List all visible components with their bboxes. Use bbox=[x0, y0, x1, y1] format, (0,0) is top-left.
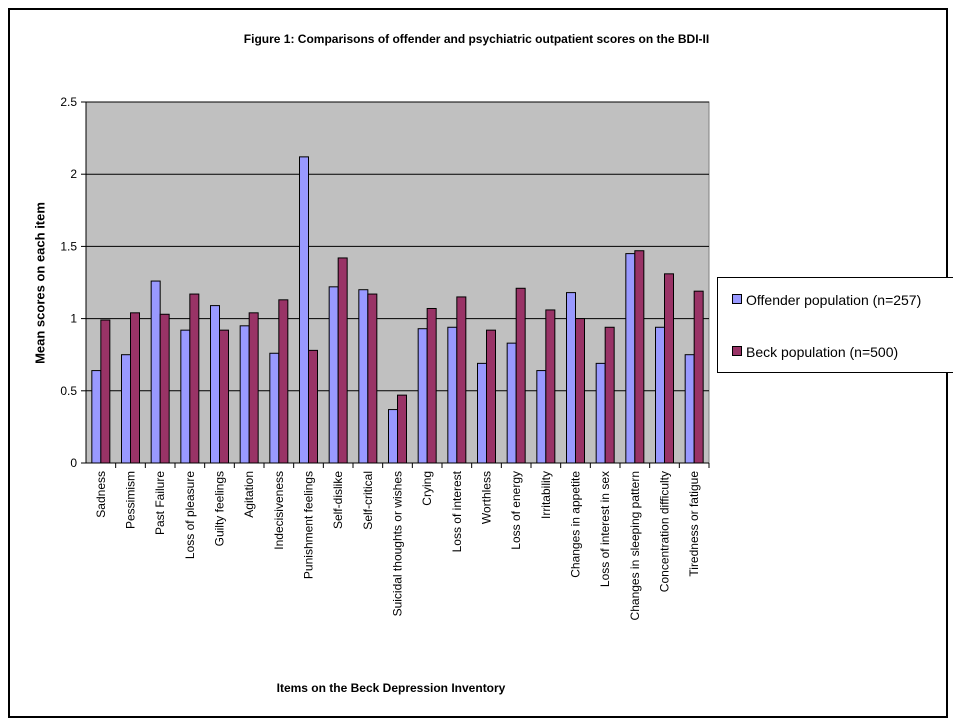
x-tick-label: Changes in appetite bbox=[569, 471, 583, 578]
bar-beck bbox=[219, 329, 229, 464]
x-tick-label: Tiredness or fatigue bbox=[687, 471, 701, 577]
x-tick-label: Punishment feelings bbox=[302, 471, 316, 579]
y-tick-label: 2.5 bbox=[60, 95, 77, 109]
bar-offender bbox=[684, 354, 695, 464]
bar-offender bbox=[417, 328, 428, 464]
bar-beck bbox=[248, 312, 259, 464]
chart-title: Figure 1: Comparisons of offender and ps… bbox=[243, 32, 710, 46]
bar-offender bbox=[477, 362, 487, 464]
bar-offender bbox=[625, 253, 636, 464]
bar-beck bbox=[456, 296, 467, 464]
y-tick-label: 0.5 bbox=[60, 384, 77, 398]
bars bbox=[91, 156, 704, 464]
bar-offender bbox=[655, 326, 665, 464]
bar-offender bbox=[595, 362, 606, 464]
bar-beck bbox=[545, 309, 556, 464]
x-tick-label: Loss of interest bbox=[450, 470, 464, 552]
bar-beck bbox=[426, 307, 437, 464]
x-tick-label: Agitation bbox=[242, 471, 256, 518]
x-tick-label: Guilty feelings bbox=[213, 471, 227, 546]
bar-beck bbox=[308, 349, 318, 464]
bar-offender bbox=[150, 280, 161, 464]
bar-beck bbox=[337, 257, 348, 464]
y-axis-label: Mean scores on each item bbox=[32, 202, 48, 364]
bar-beck bbox=[693, 290, 704, 464]
y-tick-label: 2 bbox=[70, 167, 77, 181]
bar-beck bbox=[367, 293, 378, 464]
x-tick-label: Self-critical bbox=[361, 471, 375, 530]
bar-beck bbox=[604, 326, 615, 464]
y-tick-label: 1.5 bbox=[60, 239, 77, 253]
legend: Offender population (n=257) Beck populat… bbox=[717, 277, 953, 373]
bar-beck bbox=[515, 287, 526, 464]
bar-offender bbox=[328, 286, 339, 464]
x-tick-label: Changes in sleeping pattern bbox=[628, 471, 642, 620]
x-tick-label: Self-dislike bbox=[331, 471, 345, 529]
bar-offender bbox=[239, 325, 250, 464]
x-tick-label: Sadness bbox=[94, 471, 108, 518]
bar-beck bbox=[189, 293, 200, 464]
bar-offender bbox=[447, 326, 458, 464]
bar-beck bbox=[159, 313, 170, 464]
bar-offender bbox=[269, 352, 280, 464]
bar-beck bbox=[486, 329, 496, 464]
bar-offender bbox=[299, 156, 309, 464]
x-tick-labels: Sadness Pessimism Past Failure Loss of plea… bbox=[94, 470, 701, 620]
bar-offender bbox=[121, 354, 131, 464]
legend-swatch-beck bbox=[732, 346, 742, 356]
x-tick-label: Concentration difficulty bbox=[658, 471, 672, 592]
bar-offender bbox=[536, 370, 547, 464]
x-tick-label: Suicidal thoughts or wishes bbox=[391, 471, 405, 616]
x-tick-label: Pessimism bbox=[124, 471, 138, 529]
bar-beck bbox=[575, 318, 585, 464]
bar-offender bbox=[566, 292, 576, 464]
bar-offender bbox=[91, 370, 102, 464]
bar-beck bbox=[634, 250, 645, 464]
axes bbox=[81, 101, 710, 468]
x-tick-label: Irritability bbox=[539, 471, 553, 519]
y-tick-labels: 0 0.5 1 1.5 2 2.5 bbox=[60, 95, 77, 470]
legend-item-offender: Offender population (n=257) bbox=[732, 292, 921, 308]
y-tick-label: 0 bbox=[70, 456, 77, 470]
y-tick-label: 1 bbox=[70, 312, 77, 326]
legend-label-beck: Beck population (n=500) bbox=[746, 344, 899, 360]
legend-swatch-offender bbox=[732, 294, 742, 304]
x-tick-label: Loss of interest in sex bbox=[598, 471, 612, 587]
x-axis-label: Items on the Beck Depression Inventory bbox=[276, 681, 506, 695]
x-tick-label: Crying bbox=[420, 471, 434, 506]
x-tick-label: Past Failure bbox=[153, 471, 167, 535]
x-tick-label: Worthless bbox=[480, 471, 494, 524]
bar-offender bbox=[506, 342, 517, 464]
x-tick-label: Loss of pleasure bbox=[183, 471, 197, 559]
bar-beck bbox=[397, 394, 407, 464]
bar-offender bbox=[210, 305, 220, 464]
legend-item-beck: Beck population (n=500) bbox=[732, 344, 898, 360]
bar-beck bbox=[664, 273, 674, 464]
bar-beck bbox=[278, 299, 289, 464]
bar-offender bbox=[388, 409, 398, 464]
legend-label-offender: Offender population (n=257) bbox=[746, 292, 922, 308]
x-tick-label: Indecisiveness bbox=[272, 471, 286, 550]
bar-beck bbox=[100, 319, 111, 464]
bar-offender bbox=[180, 329, 191, 464]
x-tick-label: Loss of energy bbox=[509, 471, 523, 550]
bar-offender bbox=[358, 289, 369, 464]
bar-beck bbox=[130, 312, 140, 464]
